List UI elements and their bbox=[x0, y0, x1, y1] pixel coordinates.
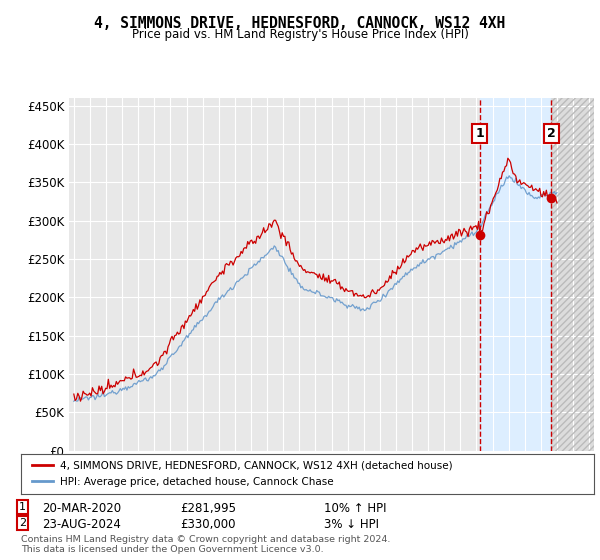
Text: £281,995: £281,995 bbox=[180, 502, 236, 515]
Text: 2: 2 bbox=[547, 127, 556, 140]
Text: Price paid vs. HM Land Registry's House Price Index (HPI): Price paid vs. HM Land Registry's House … bbox=[131, 28, 469, 41]
Text: 1: 1 bbox=[19, 502, 26, 512]
Bar bbox=[480, 98, 551, 451]
Bar bbox=[551, 98, 594, 451]
Text: £330,000: £330,000 bbox=[180, 518, 235, 531]
Text: 2: 2 bbox=[19, 518, 26, 528]
Text: 3% ↓ HPI: 3% ↓ HPI bbox=[324, 518, 379, 531]
Text: 23-AUG-2024: 23-AUG-2024 bbox=[42, 518, 121, 531]
Text: Contains HM Land Registry data © Crown copyright and database right 2024.: Contains HM Land Registry data © Crown c… bbox=[21, 535, 391, 544]
Bar bbox=[551, 98, 594, 451]
Text: 1: 1 bbox=[475, 127, 484, 140]
Legend: 4, SIMMONS DRIVE, HEDNESFORD, CANNOCK, WS12 4XH (detached house), HPI: Average p: 4, SIMMONS DRIVE, HEDNESFORD, CANNOCK, W… bbox=[26, 454, 458, 493]
Text: 10% ↑ HPI: 10% ↑ HPI bbox=[324, 502, 386, 515]
Text: This data is licensed under the Open Government Licence v3.0.: This data is licensed under the Open Gov… bbox=[21, 545, 323, 554]
Text: 4, SIMMONS DRIVE, HEDNESFORD, CANNOCK, WS12 4XH: 4, SIMMONS DRIVE, HEDNESFORD, CANNOCK, W… bbox=[94, 16, 506, 31]
Text: 20-MAR-2020: 20-MAR-2020 bbox=[42, 502, 121, 515]
